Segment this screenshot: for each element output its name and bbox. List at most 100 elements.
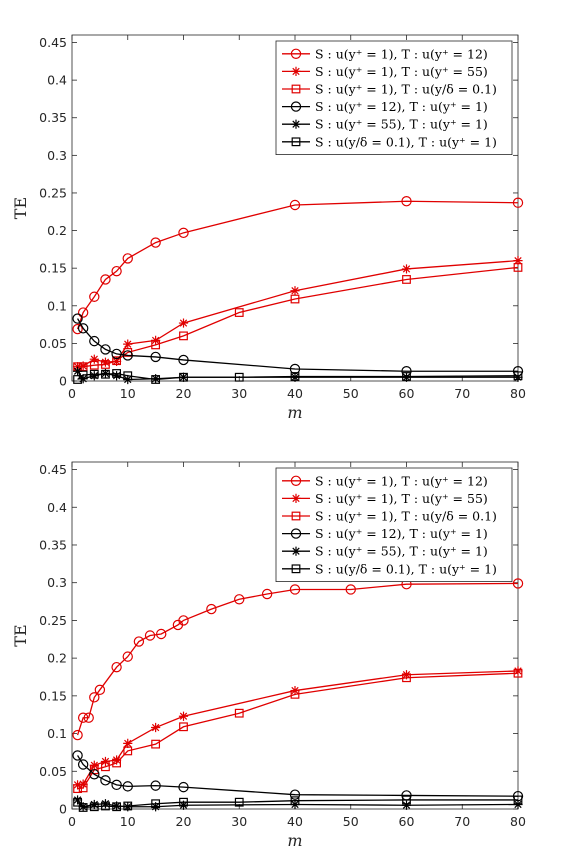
series-line (77, 372, 519, 381)
data-point (111, 265, 122, 277)
data-point (123, 339, 133, 349)
series-line (77, 318, 518, 372)
series-6 (73, 795, 523, 812)
data-point (150, 351, 161, 363)
x-tick-label: 40 (287, 814, 303, 829)
y-tick-label: 0.15 (39, 688, 67, 703)
x-tick-label: 50 (343, 386, 359, 401)
data-point (290, 286, 300, 296)
data-point (290, 372, 300, 382)
legend-entry: S : u(y⁺ = 55), T : u(y⁺ = 1) (282, 544, 488, 559)
series-line (77, 755, 519, 797)
legend-box (275, 40, 513, 155)
data-point (401, 670, 412, 680)
data-point (100, 344, 111, 355)
legend-label: S : u(y⁺ = 1), T : u(y/δ = 0.1) (315, 509, 497, 524)
x-tick-label: 80 (510, 386, 526, 401)
data-point (89, 692, 100, 703)
data-point (513, 799, 523, 810)
y-tick-label: 0.4 (47, 500, 67, 515)
data-point (178, 318, 189, 328)
y-tick-label: 0.25 (39, 185, 67, 200)
data-point (151, 340, 161, 350)
legend-label: S : u(y⁺ = 1), T : u(y⁺ = 12) (315, 46, 488, 61)
data-point (77, 307, 89, 318)
legend-label: S : u(y⁺ = 12), T : u(y⁺ = 1) (315, 99, 488, 114)
y-tick-label: 0.1 (47, 726, 67, 741)
x-tick-label: 60 (399, 386, 415, 401)
data-point (112, 356, 122, 367)
legend-entry: S : u(y⁺ = 1), T : u(y⁺ = 12) (282, 473, 488, 488)
x-tick-label: 10 (120, 814, 136, 829)
data-point (89, 369, 99, 379)
data-point (123, 802, 133, 812)
data-point (512, 578, 524, 589)
legend-marker (290, 528, 302, 539)
legend-entry: S : u(y⁺ = 1), T : u(y⁺ = 55) (282, 491, 488, 506)
data-point (151, 374, 161, 384)
data-point (78, 362, 88, 372)
y-tick-label: 0.35 (39, 537, 67, 552)
data-point (290, 796, 300, 806)
data-point (101, 369, 110, 379)
y-tick-label: 0 (59, 374, 67, 389)
series-line (77, 799, 518, 809)
legend-marker (291, 137, 301, 147)
data-point (122, 651, 133, 662)
data-point (111, 779, 122, 791)
data-point (151, 722, 161, 733)
chart-panel-1: 0 10 20 30 40 50 60 70 80 0 0.05 0.1 0.15 0.2 0.25 0.3 0… (11, 34, 526, 422)
y-tick-label: 0 (59, 802, 67, 817)
data-point (112, 755, 122, 765)
data-point (72, 795, 83, 805)
data-point (77, 759, 89, 770)
data-point (123, 371, 133, 381)
data-point (101, 360, 110, 369)
data-point (151, 739, 161, 749)
y-tick-label: 0.4 (47, 73, 67, 88)
x-tick-label: 30 (231, 386, 247, 401)
x-axis-label: m (287, 403, 302, 422)
data-point (151, 802, 161, 812)
series-line (77, 260, 519, 368)
data-point (178, 781, 189, 793)
data-point (513, 666, 523, 676)
data-point (89, 335, 100, 347)
data-point (100, 357, 111, 367)
data-point (112, 802, 122, 812)
x-tick-label: 70 (454, 386, 470, 401)
series-4 (72, 313, 524, 377)
legend-entry: S : u(y⁺ = 1), T : u(y⁺ = 55) (282, 64, 488, 79)
x-tick-label: 0 (68, 814, 76, 829)
data-point (89, 799, 99, 810)
x-tick-label: 70 (454, 814, 470, 829)
legend-entry: S : u(y⁺ = 1), T : u(y⁺ = 12) (282, 46, 488, 61)
y-tick-label: 0.45 (39, 462, 67, 477)
data-point (111, 661, 122, 673)
data-point (179, 331, 188, 341)
data-point (100, 368, 111, 379)
series-line (76, 582, 519, 736)
x-tick-label: 40 (287, 386, 303, 401)
data-point (178, 800, 189, 810)
series-line (76, 200, 519, 330)
data-point (234, 372, 244, 382)
legend-marker (290, 101, 302, 112)
data-point (101, 801, 110, 811)
legend-entry: S : u(y/δ = 0.1), T : u(y⁺ = 1) (282, 134, 497, 149)
legend-box (275, 467, 513, 582)
data-point (513, 263, 523, 272)
x-tick-label: 50 (343, 814, 359, 829)
data-point (179, 797, 188, 807)
y-tick-label: 0.2 (47, 223, 67, 238)
data-point (112, 758, 122, 768)
series-4 (72, 750, 524, 802)
data-point (513, 371, 523, 381)
legend: S : u(y⁺ = 1), T : u(y⁺ = 12) S : u(y⁺ = … (275, 467, 513, 582)
data-point (155, 628, 167, 640)
data-point (150, 780, 161, 791)
data-point (290, 689, 300, 699)
legend-label: S : u(y⁺ = 1), T : u(y/δ = 0.1) (315, 82, 497, 97)
data-point (123, 738, 133, 748)
